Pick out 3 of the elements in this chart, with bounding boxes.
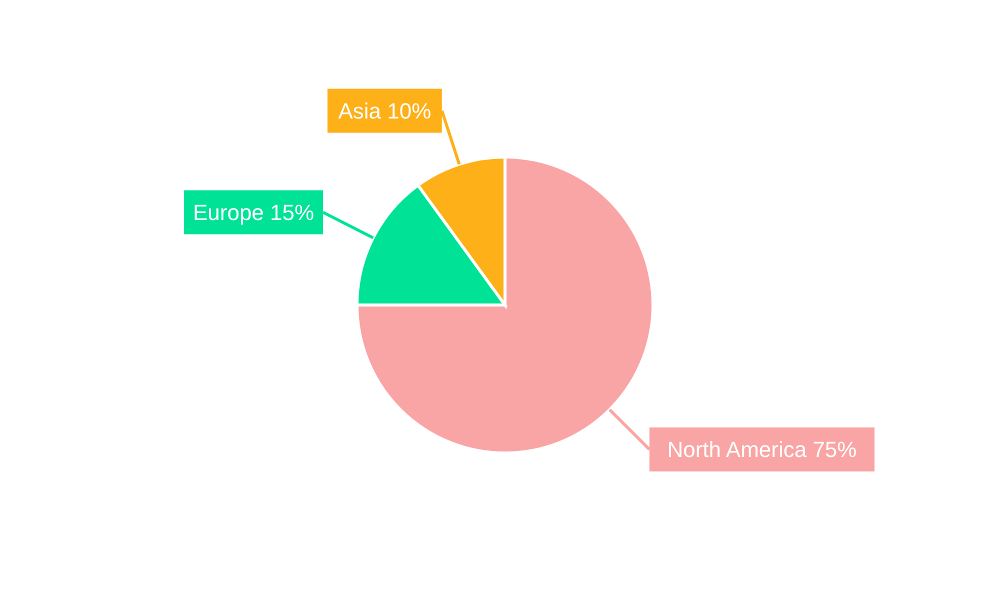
slice-label: North America 75% xyxy=(667,436,857,462)
slice-label: Europe 15% xyxy=(192,200,314,225)
slice-label: Asia 10% xyxy=(338,98,432,124)
